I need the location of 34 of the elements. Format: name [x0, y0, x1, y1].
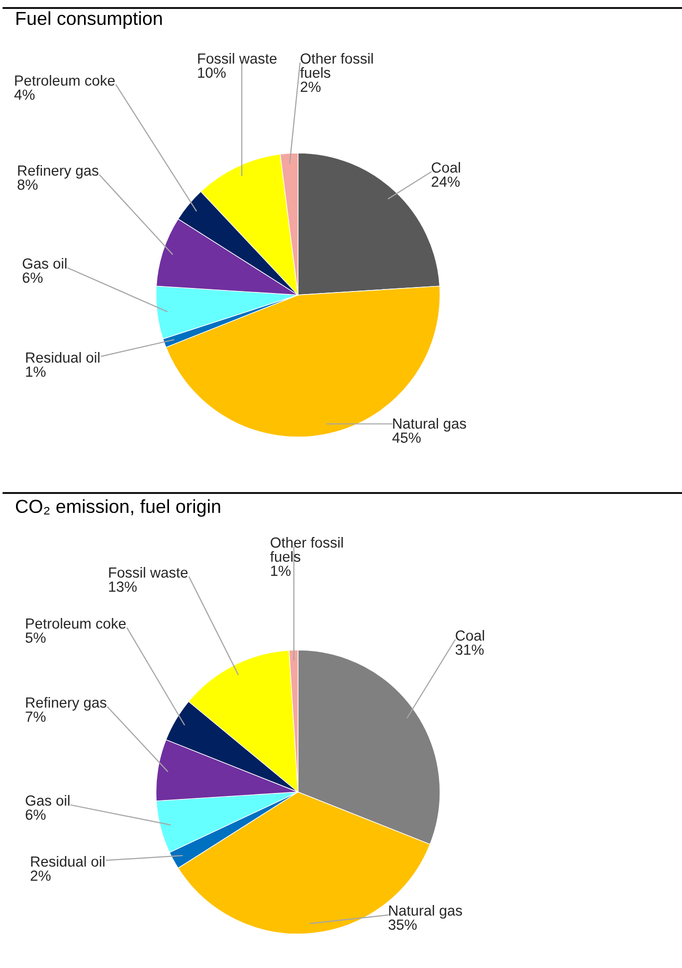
- slice-label: Other fossil fuels: [300, 53, 373, 78]
- data-label: 2%: [300, 82, 321, 92]
- slice-label: Other fossil fuels: [270, 537, 343, 562]
- slice-label: Coal: [432, 162, 460, 173]
- data-label: 7%: [26, 712, 46, 722]
- slice-label: Petroleum coke: [15, 75, 115, 86]
- slice-label: Refinery gas: [26, 697, 106, 711]
- slice-label: Gas oil: [26, 795, 70, 806]
- data-label: 6%: [22, 272, 43, 283]
- data-label: 45%: [392, 432, 421, 443]
- data-label: 4%: [14, 90, 35, 100]
- slice-label: Coal: [456, 630, 484, 641]
- data-label: 13%: [109, 582, 137, 592]
- data-label: 1%: [26, 366, 46, 377]
- slice-label: Natural gas: [393, 418, 466, 432]
- data-label: 5%: [26, 632, 46, 643]
- data-label: 1%: [271, 566, 291, 576]
- data-label: 8%: [18, 180, 38, 190]
- slice-label: Residual oil: [31, 856, 104, 867]
- data-label: 31%: [456, 644, 484, 655]
- chart-title: Fuel consumption: [16, 11, 162, 29]
- slice-label: Natural gas: [389, 905, 462, 919]
- slice-label: Residual oil: [26, 352, 100, 363]
- data-label: 6%: [26, 810, 46, 820]
- slice-label: Fossil waste: [109, 567, 188, 578]
- data-label: 35%: [388, 920, 417, 930]
- chart-title: CO₂ emission, fuel origin: [16, 499, 220, 517]
- data-label: 24%: [432, 176, 460, 187]
- slice-label: Gas oil: [22, 258, 66, 269]
- slice-label: Fossil waste: [198, 53, 277, 64]
- data-label: 10%: [198, 68, 226, 78]
- data-label: 2%: [30, 870, 51, 881]
- slice-label: Petroleum coke: [26, 618, 126, 629]
- slice-label: Refinery gas: [18, 165, 98, 179]
